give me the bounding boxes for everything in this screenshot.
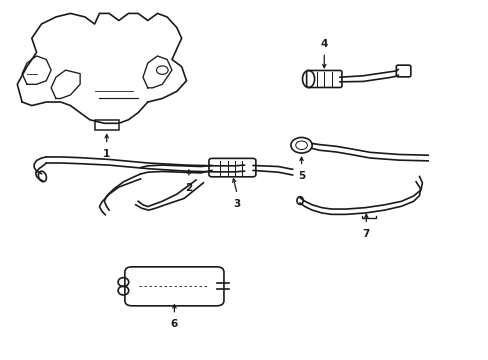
Text: 7: 7 [362, 229, 369, 239]
Text: 2: 2 [185, 183, 192, 193]
Text: 5: 5 [297, 171, 305, 181]
Text: 4: 4 [320, 39, 327, 49]
Text: 1: 1 [103, 149, 110, 159]
Text: 3: 3 [233, 199, 241, 210]
Text: 6: 6 [170, 319, 178, 329]
